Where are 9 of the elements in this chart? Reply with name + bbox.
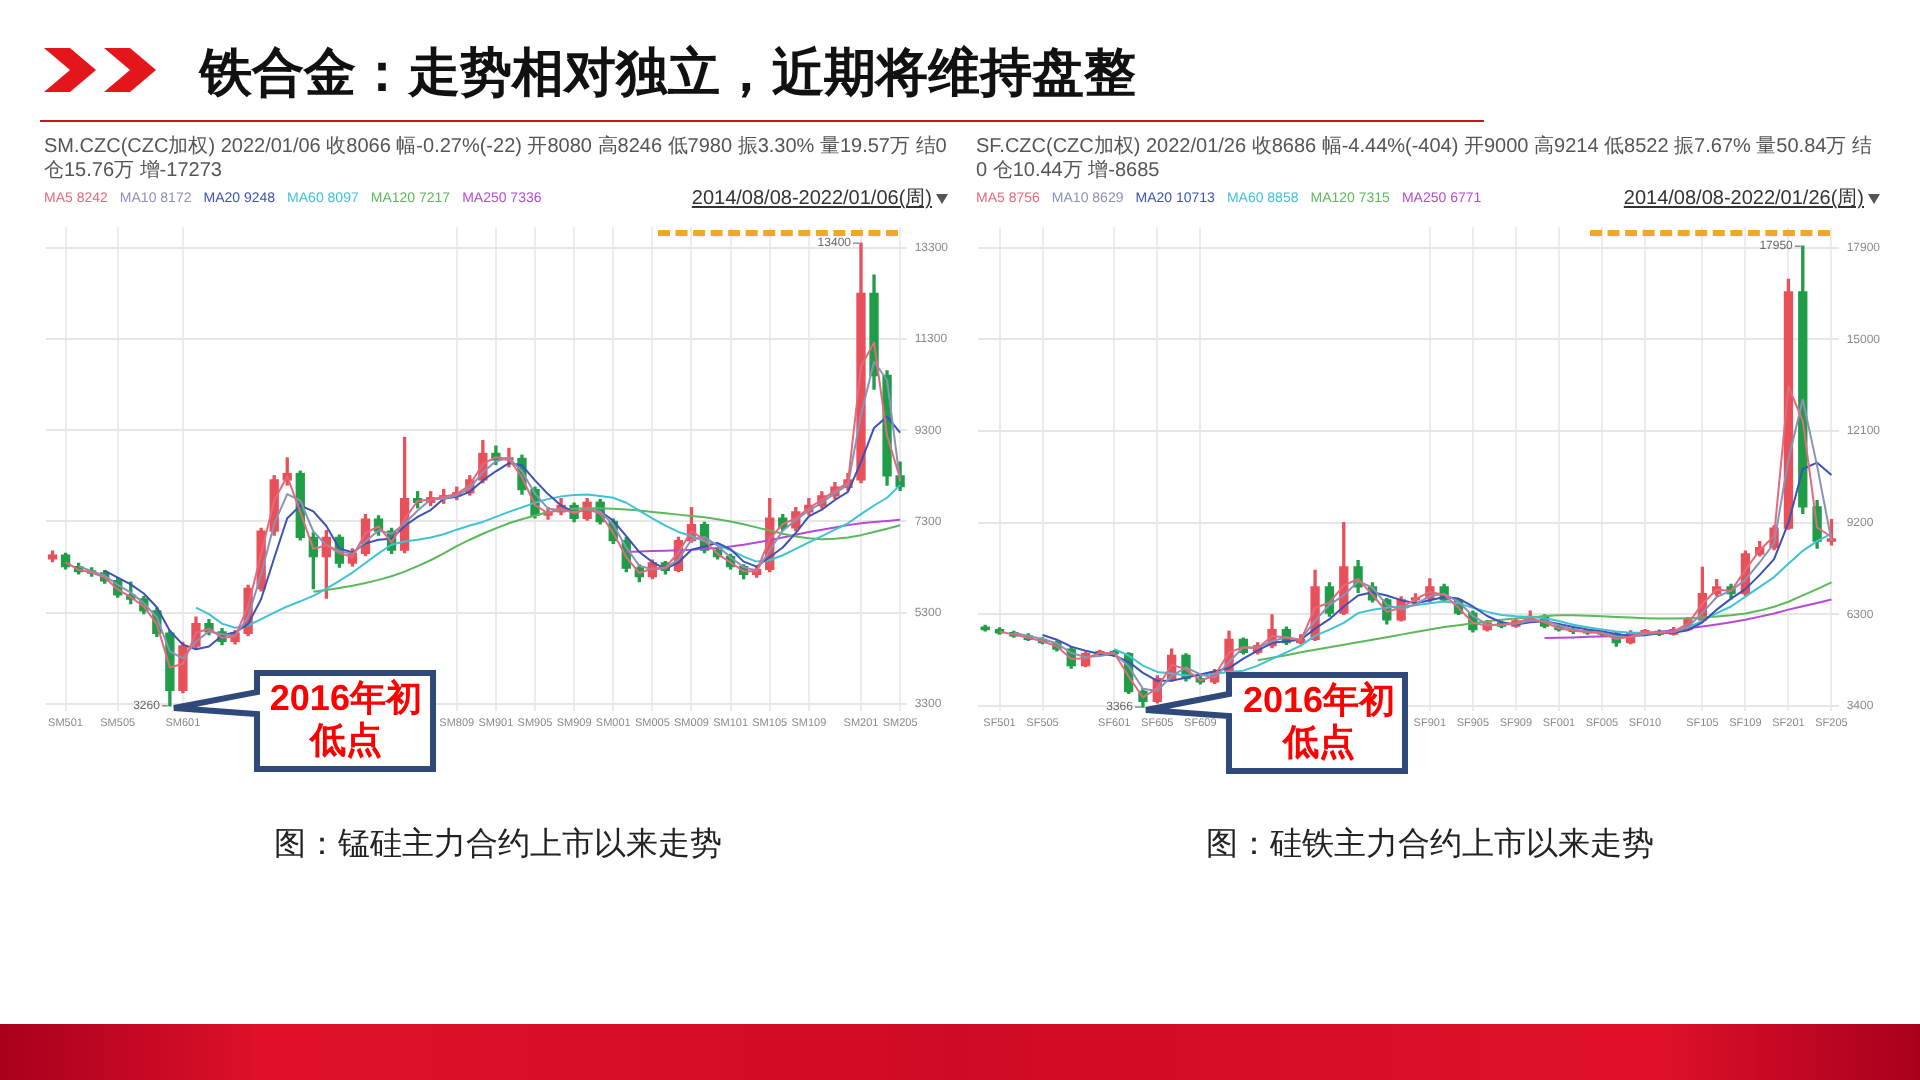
text: 2014/08/08-2022/01/06(周) xyxy=(691,186,932,212)
chart-subtitle: SM.CZC(CZC加权) 2022/01/06 收8066 幅-0.27%(-22) 开8080 高8246 低7980 振3.30% 量19.57万 结0 仓15.76万 增-17273 xyxy=(44,136,948,184)
chart-subtitle: SF.CZC(CZC加权) 2022/01/26 收8686 幅-4.44%(-404) 开9000 高9214 低8522 振7.67% 量50.84万 结0 仓10.44万 增-8685 xyxy=(976,136,1874,184)
annotation: 2016年初低点 xyxy=(1240,679,1397,764)
text: 铁合金：走势相对独立，近期将维持盘整 xyxy=(200,40,1136,106)
text: 图：锰硅主力合约上市以来走势 xyxy=(272,825,724,866)
annotation: 2016年初低点 xyxy=(267,677,424,762)
text: 2014/08/08-2022/01/26(周) xyxy=(1623,186,1864,212)
text: 图：硅铁主力合约上市以来走势 xyxy=(1204,825,1656,866)
